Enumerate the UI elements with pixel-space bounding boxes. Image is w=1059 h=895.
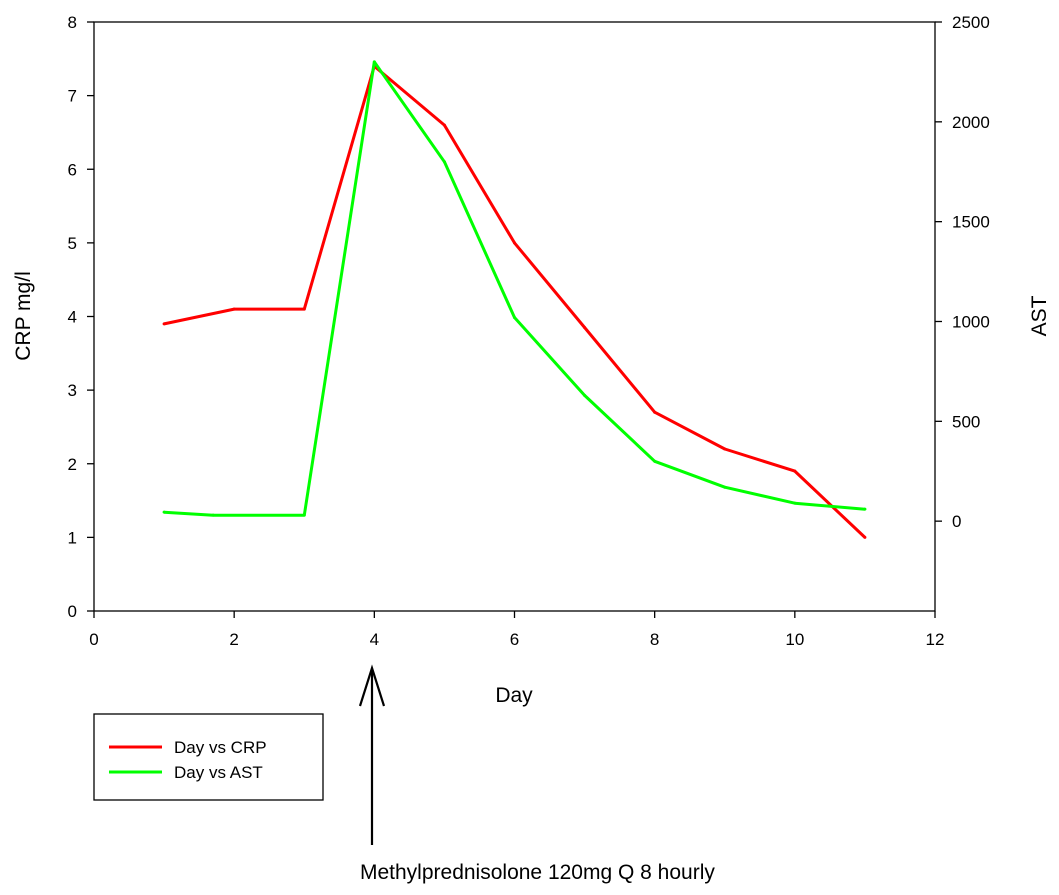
y-tick-label: 4 — [68, 308, 77, 327]
y-tick-label: 2 — [68, 455, 77, 474]
series-layer — [162, 60, 867, 539]
data-point-ast — [723, 485, 727, 489]
data-point-crp — [793, 469, 797, 473]
y2-tick-label: 2000 — [952, 113, 990, 132]
y2-tick-label: 0 — [952, 512, 961, 531]
legend-label-crp: Day vs CRP — [174, 738, 267, 757]
annotation-arrow-head-icon — [358, 664, 386, 707]
x-tick-label: 8 — [650, 630, 659, 649]
x-tick-label: 2 — [229, 630, 238, 649]
data-point-crp — [302, 307, 306, 311]
y-axis-title: CRP mg/l — [12, 271, 35, 360]
y2-axis-title: AST — [1028, 295, 1051, 336]
series-line-ast — [164, 60, 866, 517]
annotation: Methylprednisolone 120mg Q 8 hourly — [358, 664, 715, 884]
data-point-ast — [863, 507, 867, 511]
data-point-crp — [442, 123, 446, 127]
x-axis-title: Day — [495, 684, 533, 707]
y2-tick-label: 2500 — [952, 13, 990, 32]
y-tick-label: 3 — [68, 381, 77, 400]
data-point-crp — [723, 447, 727, 451]
x-tick-label: 12 — [926, 630, 945, 649]
x-tick-label: 0 — [89, 630, 98, 649]
data-point-crp — [513, 241, 516, 245]
data-point-ast — [302, 513, 306, 517]
y-tick-label: 6 — [68, 160, 77, 179]
data-point-ast — [793, 501, 797, 505]
data-point-crp — [162, 322, 166, 326]
x-tick-label: 10 — [785, 630, 804, 649]
data-point-ast — [372, 60, 376, 64]
data-point-ast — [653, 459, 657, 463]
y-tick-label: 8 — [68, 13, 77, 32]
legend-box — [93, 713, 324, 801]
y2-tick-label: 1500 — [952, 213, 990, 232]
legend-label-ast: Day vs AST — [174, 763, 263, 782]
y2-tick-label: 1000 — [952, 312, 990, 331]
annotation-label: Methylprednisolone 120mg Q 8 hourly — [360, 861, 715, 884]
data-point-ast — [583, 393, 587, 397]
data-point-crp — [653, 410, 657, 414]
data-point-crp — [232, 307, 236, 311]
y-tick-label: 1 — [68, 528, 77, 547]
y-tick-label: 5 — [68, 234, 77, 253]
data-point-ast — [442, 160, 446, 164]
data-point-crp — [583, 326, 587, 330]
legend: Day vs CRP Day vs AST — [93, 713, 324, 801]
y2-tick-label: 500 — [952, 412, 980, 431]
y-tick-label: 7 — [68, 87, 77, 106]
x-tick-label: 4 — [370, 630, 379, 649]
data-point-ast — [162, 510, 166, 514]
x-tick-label: 6 — [510, 630, 519, 649]
data-point-crp — [863, 535, 867, 539]
y-tick-label: 0 — [68, 602, 77, 621]
data-point-ast — [513, 315, 516, 319]
data-point-ast — [211, 513, 215, 517]
series-line-crp — [163, 64, 866, 539]
